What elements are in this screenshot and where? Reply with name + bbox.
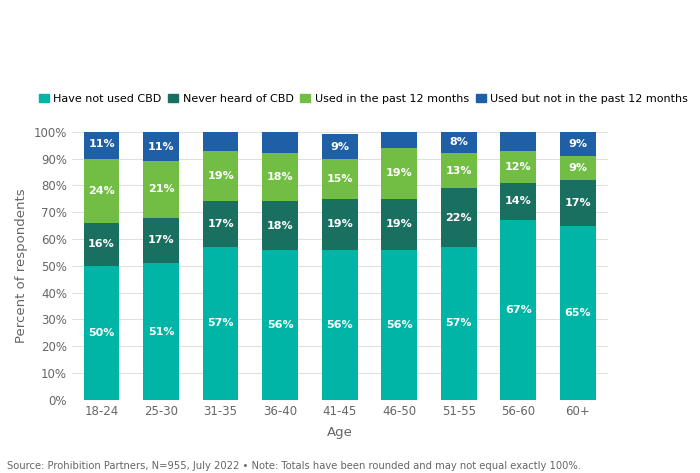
- Bar: [262, 153, 298, 201]
- Text: 15%: 15%: [326, 174, 353, 184]
- Bar: [500, 220, 536, 400]
- Text: 19%: 19%: [326, 219, 353, 229]
- Bar: [500, 150, 536, 183]
- Text: 51%: 51%: [148, 326, 174, 336]
- Text: 57%: 57%: [445, 318, 472, 328]
- Text: 57%: 57%: [207, 318, 234, 328]
- Text: 17%: 17%: [148, 236, 174, 245]
- Text: 19%: 19%: [386, 219, 412, 229]
- Text: 56%: 56%: [386, 320, 412, 330]
- Text: 19%: 19%: [386, 168, 412, 178]
- Bar: [500, 132, 536, 150]
- Y-axis label: Percent of respondents: Percent of respondents: [15, 189, 28, 343]
- Bar: [441, 132, 477, 153]
- Text: 16%: 16%: [88, 239, 115, 249]
- Bar: [382, 250, 417, 400]
- Text: 65%: 65%: [564, 308, 591, 318]
- Bar: [382, 148, 417, 199]
- Text: 18%: 18%: [267, 172, 293, 183]
- Bar: [500, 183, 536, 220]
- Bar: [203, 247, 239, 400]
- Text: 18%: 18%: [267, 220, 293, 231]
- Bar: [560, 132, 596, 156]
- Bar: [203, 150, 239, 201]
- Text: 9%: 9%: [568, 163, 587, 173]
- Bar: [262, 132, 298, 153]
- Text: 11%: 11%: [88, 139, 115, 149]
- Bar: [203, 201, 239, 247]
- Bar: [382, 132, 417, 148]
- Text: 56%: 56%: [326, 320, 353, 330]
- Text: 17%: 17%: [207, 219, 234, 229]
- Bar: [144, 161, 179, 218]
- Text: 56%: 56%: [267, 320, 293, 330]
- Text: 12%: 12%: [505, 162, 531, 172]
- Bar: [144, 218, 179, 263]
- Text: 13%: 13%: [445, 166, 472, 175]
- Bar: [560, 226, 596, 400]
- Text: 67%: 67%: [505, 305, 531, 315]
- Bar: [382, 199, 417, 250]
- Text: 8%: 8%: [449, 138, 468, 148]
- Bar: [560, 156, 596, 180]
- Text: Source: Prohibition Partners, N=955, July 2022 • Note: Totals have been rounded : Source: Prohibition Partners, N=955, Jul…: [7, 461, 581, 471]
- Bar: [322, 250, 358, 400]
- Bar: [84, 223, 120, 266]
- Text: 50%: 50%: [88, 328, 115, 338]
- Bar: [322, 158, 358, 199]
- Bar: [262, 201, 298, 250]
- Text: 24%: 24%: [88, 186, 115, 196]
- Bar: [203, 132, 239, 150]
- Text: 17%: 17%: [564, 198, 591, 208]
- Text: 22%: 22%: [445, 212, 472, 223]
- Text: 21%: 21%: [148, 184, 174, 194]
- Bar: [322, 199, 358, 250]
- Text: 19%: 19%: [207, 171, 234, 181]
- Text: 9%: 9%: [568, 139, 587, 149]
- Bar: [441, 188, 477, 247]
- Bar: [441, 153, 477, 188]
- Bar: [84, 129, 120, 158]
- Bar: [262, 250, 298, 400]
- Bar: [144, 132, 179, 161]
- Text: 9%: 9%: [330, 141, 349, 151]
- Bar: [84, 266, 120, 400]
- Text: 14%: 14%: [505, 196, 531, 207]
- Text: 11%: 11%: [148, 141, 174, 151]
- Legend: Have not used CBD, Never heard of CBD, Used in the past 12 months, Used but not : Have not used CBD, Never heard of CBD, U…: [34, 89, 692, 108]
- Bar: [322, 134, 358, 158]
- Bar: [560, 180, 596, 226]
- Bar: [144, 263, 179, 400]
- X-axis label: Age: Age: [327, 426, 353, 439]
- Bar: [84, 158, 120, 223]
- Bar: [441, 247, 477, 400]
